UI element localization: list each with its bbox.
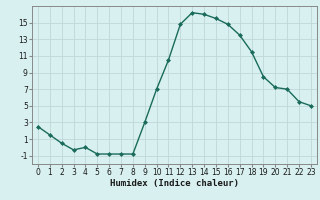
X-axis label: Humidex (Indice chaleur): Humidex (Indice chaleur) bbox=[110, 179, 239, 188]
